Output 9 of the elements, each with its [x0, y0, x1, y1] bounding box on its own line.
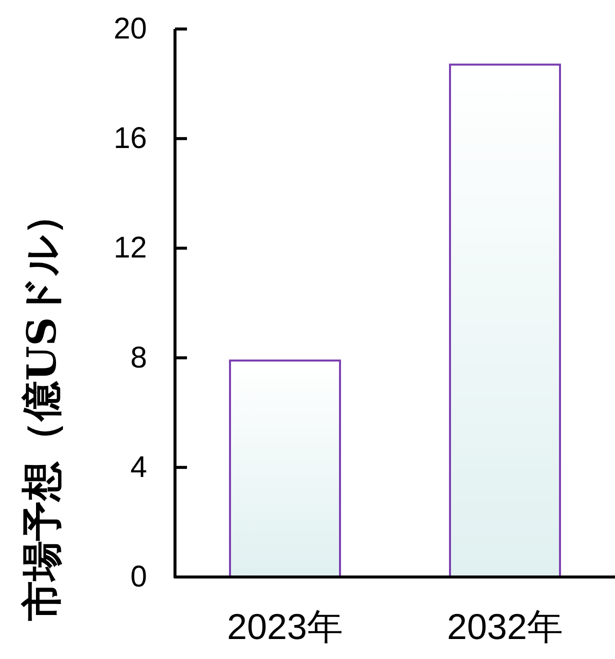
- x-tick-label: 2023年: [226, 606, 344, 647]
- x-tick-label: 2032年: [446, 606, 564, 647]
- y-tick-label: 16: [114, 122, 147, 156]
- y-axis-title: 市場予想（億USドル）: [18, 195, 66, 622]
- y-tick-label: 0: [130, 560, 147, 594]
- y-tick-label: 8: [130, 341, 147, 374]
- y-tick-label: 4: [130, 450, 147, 484]
- y-tick-label: 12: [114, 232, 147, 265]
- y-tick-label: 20: [114, 12, 147, 46]
